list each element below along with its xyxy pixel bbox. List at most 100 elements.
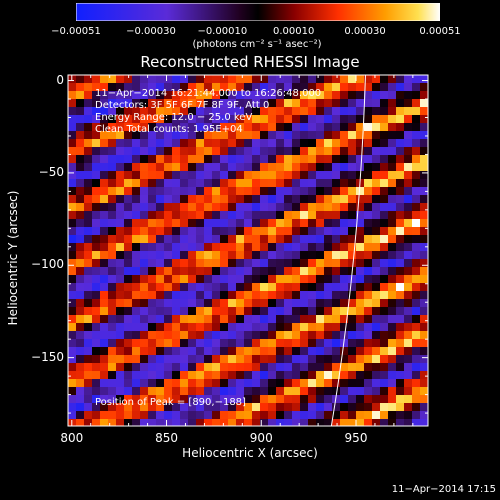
heatmap-cell — [364, 139, 372, 147]
heatmap-cell — [324, 139, 332, 147]
heatmap-cell — [140, 211, 148, 219]
heatmap-cell — [100, 307, 108, 315]
heatmap-cell — [372, 315, 380, 323]
heatmap-cell — [140, 283, 148, 291]
heatmap-cell — [196, 363, 204, 371]
heatmap-cell — [244, 139, 252, 147]
heatmap-cell — [316, 123, 324, 131]
heatmap-cell — [148, 123, 156, 131]
heatmap-cell — [372, 251, 380, 259]
heatmap-cell — [396, 267, 404, 275]
heatmap-cell — [180, 219, 188, 227]
heatmap-cell — [92, 115, 100, 123]
heatmap-cell — [300, 131, 308, 139]
heatmap-cell — [404, 411, 412, 419]
heatmap-cell — [172, 259, 180, 267]
heatmap-cell — [172, 187, 180, 195]
heatmap-cell — [332, 219, 340, 227]
heatmap-cell — [420, 411, 428, 419]
heatmap-cell — [196, 331, 204, 339]
heatmap-cell — [316, 307, 324, 315]
heatmap-cell — [244, 203, 252, 211]
heatmap-cell — [292, 371, 300, 379]
heatmap-cell — [356, 235, 364, 243]
heatmap-cell — [388, 115, 396, 123]
heatmap-cell — [212, 91, 220, 99]
heatmap-cell — [244, 411, 252, 419]
heatmap-cell — [204, 283, 212, 291]
heatmap-cell — [204, 155, 212, 163]
heatmap-cell — [68, 219, 76, 227]
heatmap-cell — [100, 275, 108, 283]
heatmap-cell — [332, 163, 340, 171]
heatmap-cell — [300, 299, 308, 307]
heatmap-cell — [396, 227, 404, 235]
heatmap-cell — [372, 131, 380, 139]
heatmap-cell — [388, 235, 396, 243]
heatmap-cell — [412, 259, 420, 267]
heatmap-cell — [68, 355, 76, 363]
heatmap-cell — [260, 395, 268, 403]
heatmap-cell — [188, 331, 196, 339]
heatmap-cell — [76, 83, 84, 91]
heatmap-cell — [116, 107, 124, 115]
heatmap-cell — [244, 419, 252, 426]
heatmap-cell — [116, 99, 124, 107]
heatmap-cell — [252, 83, 260, 91]
heatmap-cell — [100, 115, 108, 123]
heatmap-cell — [388, 307, 396, 315]
heatmap-cell — [396, 411, 404, 419]
heatmap-cell — [76, 195, 84, 203]
heatmap-cell — [396, 139, 404, 147]
heatmap-cell — [284, 371, 292, 379]
heatmap-cell — [276, 331, 284, 339]
heatmap-cell — [196, 179, 204, 187]
heatmap-cell — [316, 243, 324, 251]
heatmap-cell — [180, 379, 188, 387]
heatmap-cell — [276, 195, 284, 203]
heatmap-cell — [76, 211, 84, 219]
heatmap-cell — [340, 179, 348, 187]
heatmap-cell — [324, 275, 332, 283]
heatmap-cell — [84, 131, 92, 139]
heatmap-cell — [84, 411, 92, 419]
heatmap-cell — [260, 299, 268, 307]
heatmap-cell — [220, 83, 228, 91]
heatmap-cell — [156, 259, 164, 267]
heatmap-cell — [188, 339, 196, 347]
heatmap-cell — [236, 195, 244, 203]
heatmap-cell — [340, 403, 348, 411]
heatmap-cell — [380, 227, 388, 235]
heatmap-cell — [396, 299, 404, 307]
heatmap-cell — [164, 259, 172, 267]
heatmap-cell — [172, 75, 180, 83]
heatmap-cell — [364, 211, 372, 219]
heatmap-cell — [372, 339, 380, 347]
heatmap-cell — [164, 99, 172, 107]
heatmap-cell — [340, 75, 348, 83]
heatmap-cell — [396, 395, 404, 403]
heatmap-cell — [412, 171, 420, 179]
heatmap-cell — [404, 251, 412, 259]
heatmap-cell — [388, 131, 396, 139]
heatmap-cell — [140, 139, 148, 147]
heatmap-cell — [252, 275, 260, 283]
heatmap-cell — [220, 139, 228, 147]
heatmap-cell — [220, 275, 228, 283]
heatmap-cell — [140, 315, 148, 323]
heatmap-cell — [340, 139, 348, 147]
heatmap-cell — [100, 171, 108, 179]
heatmap-cell — [348, 115, 356, 123]
heatmap-cell — [332, 115, 340, 123]
heatmap-cell — [412, 363, 420, 371]
heatmap-cell — [68, 131, 76, 139]
heatmap-cell — [92, 187, 100, 195]
heatmap-cell — [316, 107, 324, 115]
heatmap-cell — [276, 339, 284, 347]
heatmap-cell — [252, 403, 260, 411]
heatmap-cell — [244, 283, 252, 291]
heatmap-cell — [260, 227, 268, 235]
heatmap-cell — [148, 203, 156, 211]
heatmap-cell — [108, 83, 116, 91]
heatmap-cell — [172, 283, 180, 291]
